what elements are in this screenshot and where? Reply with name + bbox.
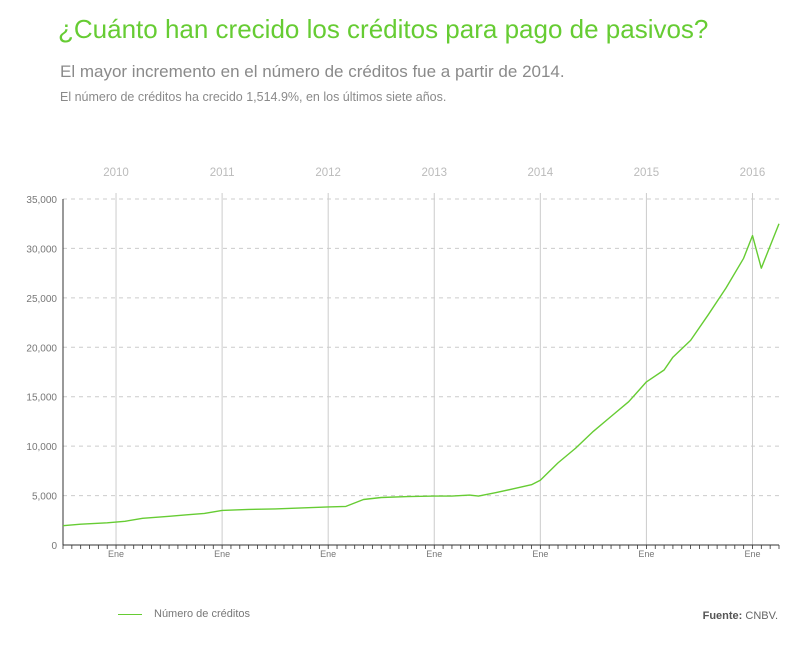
year-label: 2011: [210, 167, 235, 179]
x-tick-label: Ene: [108, 549, 124, 559]
x-tick-label: Ene: [638, 549, 654, 559]
year-label: 2016: [740, 167, 766, 179]
year-label: 2012: [315, 167, 341, 179]
legend-swatch: [118, 613, 142, 615]
series-line: [62, 223, 780, 527]
x-tick-label: Ene: [320, 549, 336, 559]
subtitle: El mayor incremento en el número de créd…: [60, 62, 565, 81]
legend: Número de créditos: [118, 608, 250, 620]
y-tick-label: 35,000: [26, 195, 57, 206]
y-tick-label: 0: [51, 541, 57, 552]
year-label: 2010: [103, 167, 129, 179]
x-tick-label: Ene: [214, 549, 230, 559]
y-tick-label: 30,000: [26, 244, 57, 255]
year-label: 2014: [528, 167, 554, 179]
y-tick-label: 5,000: [32, 492, 57, 503]
source-note: Fuente: CNBV.: [703, 610, 778, 622]
y-tick-label: 20,000: [26, 343, 57, 354]
y-tick-label: 15,000: [26, 393, 57, 404]
x-tick-label: Ene: [426, 549, 442, 559]
page-title: ¿Cuánto han crecido los créditos para pa…: [58, 14, 709, 44]
source-label: Fuente:: [702, 610, 743, 622]
note: El número de créditos ha crecido 1,514.9…: [60, 90, 447, 104]
year-label: 2013: [421, 167, 447, 179]
year-label: 2015: [634, 167, 660, 179]
x-tick-label: Ene: [744, 549, 760, 559]
source-value: CNBV.: [745, 610, 778, 622]
y-tick-label: 25,000: [26, 294, 57, 305]
y-tick-label: 10,000: [26, 442, 57, 453]
legend-label: Número de créditos: [154, 608, 250, 620]
x-tick-label: Ene: [532, 549, 548, 559]
